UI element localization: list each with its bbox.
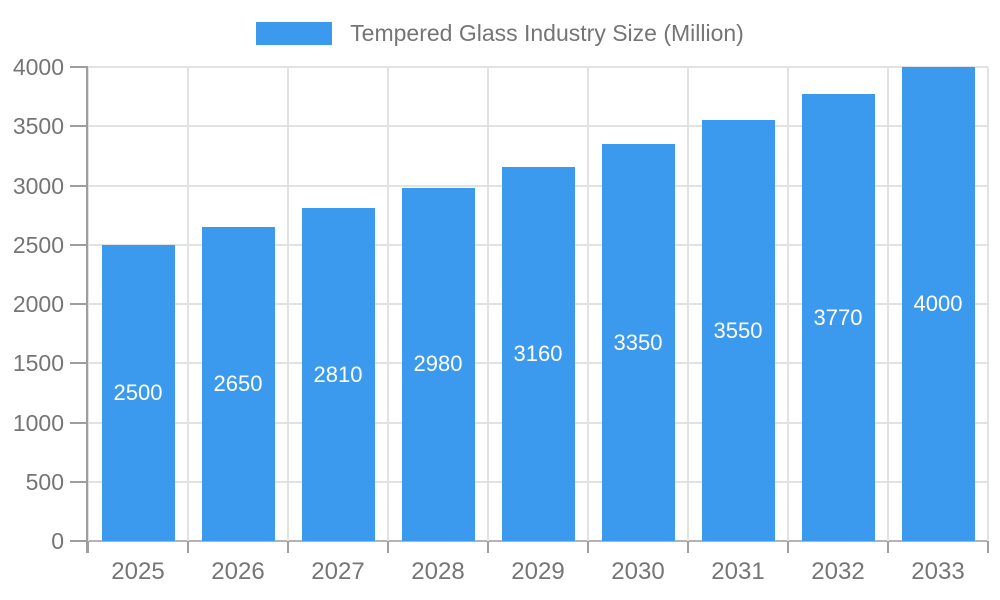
gridline-horizontal: [88, 125, 988, 128]
x-tick: [887, 541, 889, 553]
bar-value-label: 3350: [613, 329, 663, 355]
bar[interactable]: [701, 120, 775, 541]
x-tick: [387, 541, 389, 553]
x-tick: [787, 541, 789, 553]
x-tick: [687, 541, 689, 553]
x-tick: [487, 541, 489, 553]
bar[interactable]: [301, 208, 375, 541]
y-axis-line: [86, 67, 88, 553]
y-axis-label: 1500: [12, 350, 64, 377]
x-axis-label: 2026: [211, 558, 265, 585]
bar[interactable]: [101, 244, 175, 541]
y-axis-label: 3500: [12, 113, 64, 140]
bar-value-label: 2810: [313, 361, 363, 387]
y-axis-label: 3000: [12, 172, 64, 199]
bar-value-label: 3770: [813, 304, 863, 330]
bar[interactable]: [801, 94, 875, 541]
bar-value-label: 3160: [513, 340, 563, 366]
x-axis-label: 2031: [711, 558, 765, 585]
y-tick: [70, 303, 88, 305]
y-axis-label: 1000: [12, 409, 64, 436]
y-tick: [70, 480, 88, 483]
x-axis-label: 2030: [611, 558, 665, 585]
y-tick: [70, 66, 88, 68]
gridline-vertical: [787, 67, 789, 541]
bar-value-label: 2980: [413, 351, 463, 377]
gridline-vertical: [587, 67, 589, 541]
x-axis-label: 2032: [811, 558, 865, 585]
gridline-vertical: [887, 67, 889, 541]
gridline-vertical: [987, 67, 989, 541]
legend-label: Tempered Glass Industry Size (Million): [350, 20, 744, 46]
y-tick: [70, 540, 88, 542]
legend-swatch-icon: [256, 21, 333, 45]
x-tick: [187, 541, 189, 553]
y-tick: [70, 362, 88, 365]
x-axis-label: 2033: [911, 558, 965, 585]
gridline-vertical: [187, 67, 189, 541]
y-tick: [70, 184, 88, 187]
bar[interactable]: [201, 226, 275, 541]
x-tick: [287, 541, 289, 553]
bar-value-label: 2650: [213, 370, 263, 396]
bar[interactable]: [401, 187, 475, 541]
y-tick: [70, 421, 88, 424]
bar[interactable]: [501, 166, 575, 541]
gridline-vertical: [687, 67, 689, 541]
y-axis-label: 2500: [12, 231, 64, 258]
bar-value-label: 3550: [713, 317, 763, 343]
gridline-horizontal: [88, 66, 988, 68]
x-tick: [87, 541, 89, 553]
bar-value-label: 4000: [913, 291, 963, 316]
gridline-vertical: [287, 67, 289, 541]
y-tick: [70, 125, 88, 128]
gridline-vertical: [87, 67, 89, 541]
gridline-horizontal: [88, 540, 988, 542]
y-tick: [70, 243, 88, 246]
x-axis-label: 2025: [111, 558, 165, 585]
chart-legend[interactable]: Tempered Glass Industry Size (Million): [0, 14, 1000, 52]
bar[interactable]: [601, 144, 675, 541]
y-axis-label: 0: [51, 528, 64, 554]
x-tick: [987, 541, 989, 553]
x-axis-label: 2028: [411, 558, 465, 585]
bar[interactable]: [901, 67, 975, 541]
gridline-vertical: [487, 67, 489, 541]
x-axis-label: 2029: [511, 558, 565, 585]
y-axis-label: 4000: [12, 54, 64, 80]
x-tick: [587, 541, 589, 553]
x-axis-label: 2027: [311, 558, 365, 585]
bar-value-label: 2500: [113, 379, 163, 405]
y-axis-label: 2000: [12, 291, 64, 317]
y-axis-label: 500: [25, 468, 64, 495]
gridline-vertical: [387, 67, 389, 541]
